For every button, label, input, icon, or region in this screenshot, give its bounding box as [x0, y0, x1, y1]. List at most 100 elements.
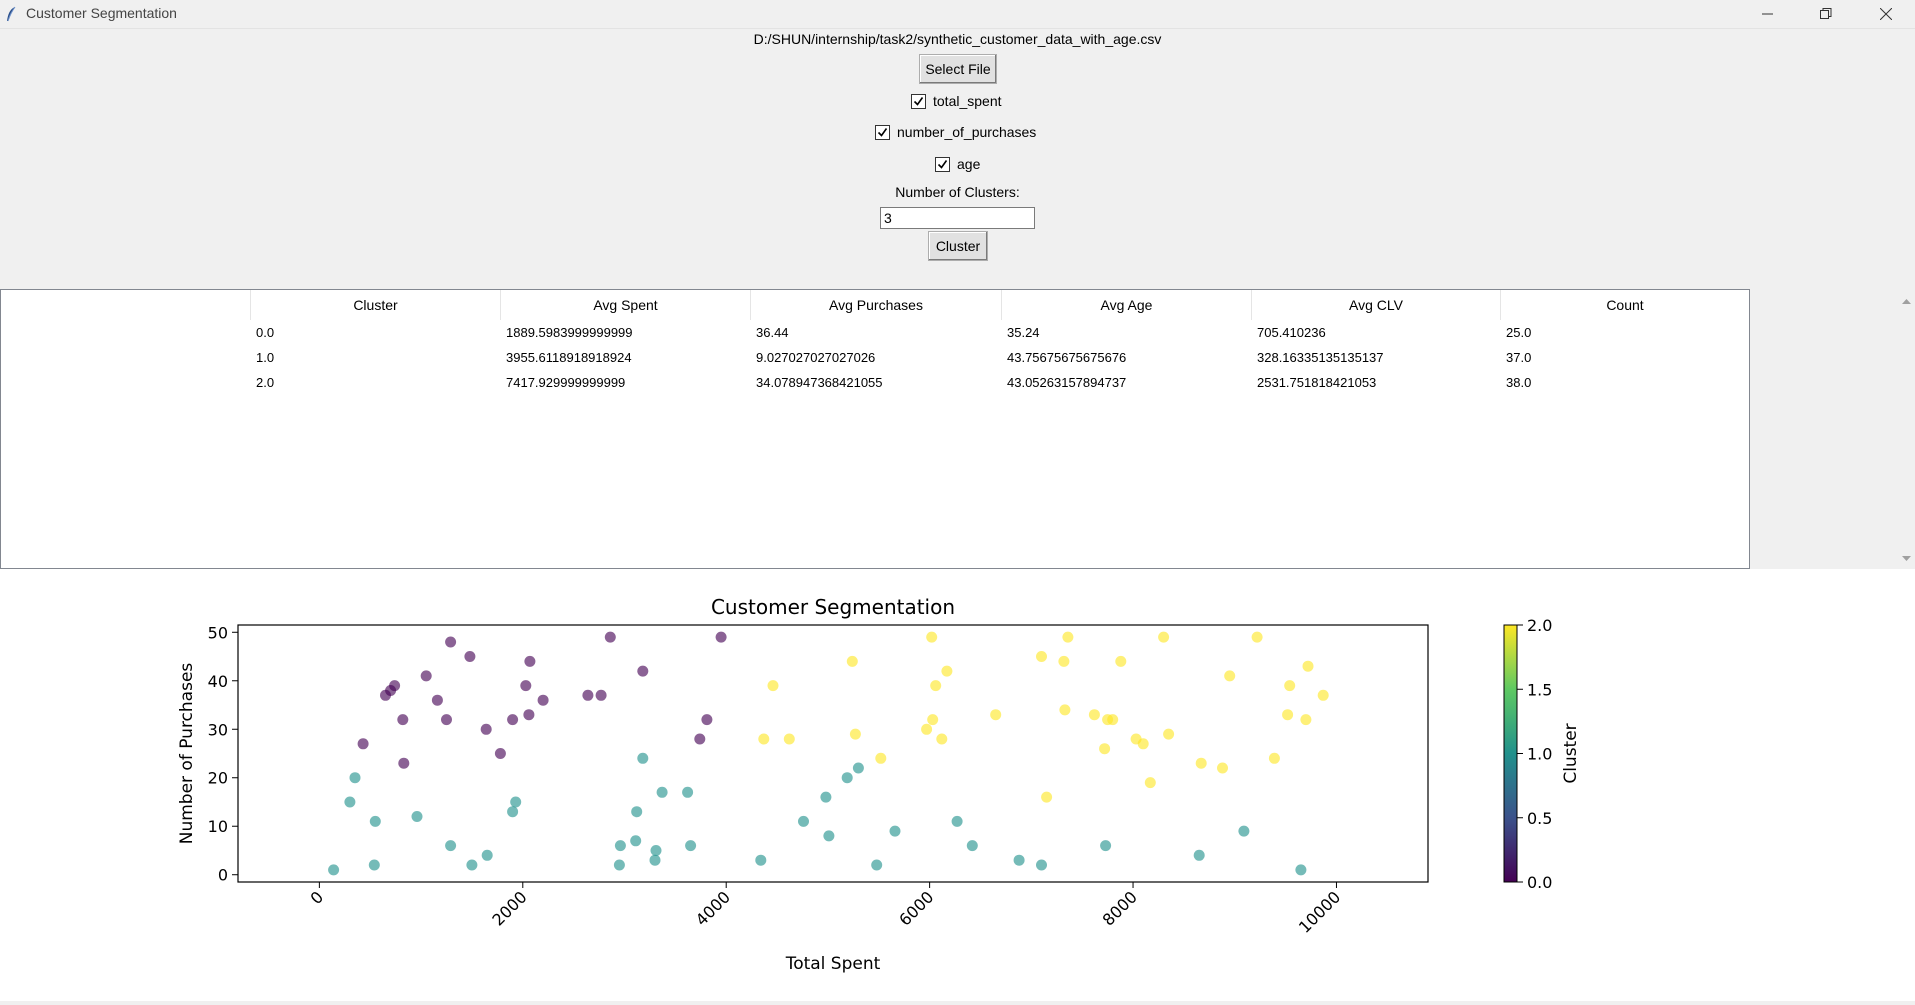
- data-point: [420, 670, 432, 682]
- checkbox-box[interactable]: [911, 93, 926, 109]
- close-button[interactable]: [1858, 0, 1914, 28]
- data-point: [1217, 762, 1228, 774]
- checkbox-total-spent[interactable]: total_spent: [911, 92, 1002, 110]
- data-point: [411, 811, 423, 822]
- data-point: [1195, 757, 1207, 769]
- data-point: [582, 689, 594, 701]
- data-point: [767, 680, 779, 692]
- column-header[interactable]: Avg Purchases: [751, 290, 1002, 320]
- data-point: [613, 859, 625, 871]
- data-point: [927, 714, 939, 726]
- x-tick-label: 0: [307, 887, 328, 908]
- title-bar: Customer Segmentation: [0, 0, 1915, 29]
- data-point: [630, 835, 642, 847]
- data-point: [1062, 631, 1074, 643]
- data-point: [368, 859, 380, 871]
- data-point: [656, 786, 668, 798]
- data-point: [523, 709, 535, 721]
- checkbox-box[interactable]: [875, 124, 890, 140]
- y-tick-label: 20: [208, 769, 228, 788]
- data-point: [649, 854, 661, 866]
- data-point: [1317, 689, 1329, 701]
- data-point: [701, 714, 713, 726]
- data-point: [614, 840, 626, 852]
- checkbox-label: age: [957, 156, 981, 172]
- data-point: [1041, 791, 1053, 803]
- data-point: [1158, 631, 1170, 643]
- clusters-input[interactable]: [880, 207, 1035, 229]
- results-table[interactable]: Cluster Avg Spent Avg Purchases Avg Age …: [0, 289, 1750, 569]
- y-tick-label: 40: [208, 672, 228, 691]
- table-scrollbar[interactable]: [1898, 289, 1915, 569]
- restore-button[interactable]: [1798, 0, 1854, 28]
- data-point: [875, 752, 887, 764]
- data-point: [494, 748, 506, 759]
- data-point: [951, 815, 963, 827]
- data-point: [966, 840, 978, 852]
- data-point: [1036, 651, 1047, 662]
- data-point: [941, 665, 953, 677]
- data-point: [1099, 743, 1111, 755]
- data-point: [389, 680, 401, 692]
- data-point: [507, 714, 519, 726]
- data-point: [685, 840, 697, 852]
- table-cell: 2.0: [256, 375, 275, 390]
- data-point: [1100, 840, 1112, 852]
- data-point: [595, 689, 607, 701]
- table-cell: 7417.929999999999: [506, 375, 626, 390]
- select-file-button[interactable]: Select File: [919, 54, 997, 84]
- table-cell: 328.16335135135137: [1257, 350, 1384, 365]
- column-header[interactable]: Avg Age: [1002, 290, 1252, 320]
- data-point: [936, 733, 948, 745]
- data-point: [1300, 714, 1312, 726]
- table-cell: 9.027027027027026: [756, 350, 876, 365]
- y-tick-label: 30: [208, 720, 228, 739]
- column-header[interactable]: Count: [1501, 290, 1749, 320]
- y-axis-label: Number of Purchases: [177, 663, 197, 845]
- x-tick-label: 4000: [692, 887, 734, 929]
- data-point: [349, 772, 361, 784]
- x-tick-label: 6000: [895, 887, 937, 929]
- checkbox-number-of-purchases[interactable]: number_of_purchases: [875, 123, 1036, 141]
- y-tick-label: 0: [218, 866, 228, 885]
- colorbar-tick-label: 1.0: [1527, 745, 1552, 764]
- data-point: [520, 680, 532, 692]
- data-point: [464, 651, 476, 662]
- data-point: [1282, 709, 1294, 721]
- data-point: [846, 655, 858, 667]
- data-point: [1302, 660, 1314, 672]
- colorbar-tick-label: 2.0: [1527, 616, 1552, 635]
- column-header[interactable]: Avg CLV: [1252, 290, 1501, 320]
- data-point: [1284, 680, 1296, 692]
- data-point: [1013, 854, 1025, 866]
- data-point: [398, 757, 410, 769]
- checkbox-label: total_spent: [933, 93, 1002, 109]
- colorbar-tick-label: 0.0: [1527, 873, 1552, 892]
- colorbar-ticks: 0.0 0.5 1.0 1.5 2.0: [1517, 616, 1552, 892]
- data-point: [1137, 738, 1149, 750]
- data-point: [650, 845, 662, 856]
- data-point: [715, 631, 727, 643]
- x-tick-label: 2000: [488, 887, 530, 929]
- window-title: Customer Segmentation: [26, 5, 177, 21]
- data-point: [637, 752, 649, 764]
- data-point: [871, 859, 883, 871]
- x-tick-label: 10000: [1295, 887, 1344, 936]
- checkbox-age[interactable]: age: [935, 155, 980, 173]
- y-axis: 0 10 20 30 40 50: [208, 623, 238, 885]
- feather-icon: [5, 6, 17, 26]
- data-point: [397, 714, 409, 726]
- data-point: [604, 631, 616, 643]
- data-point: [852, 762, 864, 774]
- checkbox-box[interactable]: [935, 156, 950, 172]
- column-header[interactable]: Cluster: [251, 290, 501, 320]
- data-point: [524, 655, 536, 667]
- table-cell: 25.0: [1506, 325, 1532, 340]
- file-path-label: D:/SHUN/internship/task2/synthetic_custo…: [753, 31, 1162, 47]
- data-point: [820, 791, 832, 803]
- data-point: [798, 815, 809, 827]
- cluster-button[interactable]: Cluster: [928, 231, 988, 261]
- data-point: [930, 680, 942, 692]
- minimize-button[interactable]: [1740, 0, 1796, 28]
- column-header[interactable]: Avg Spent: [501, 290, 751, 320]
